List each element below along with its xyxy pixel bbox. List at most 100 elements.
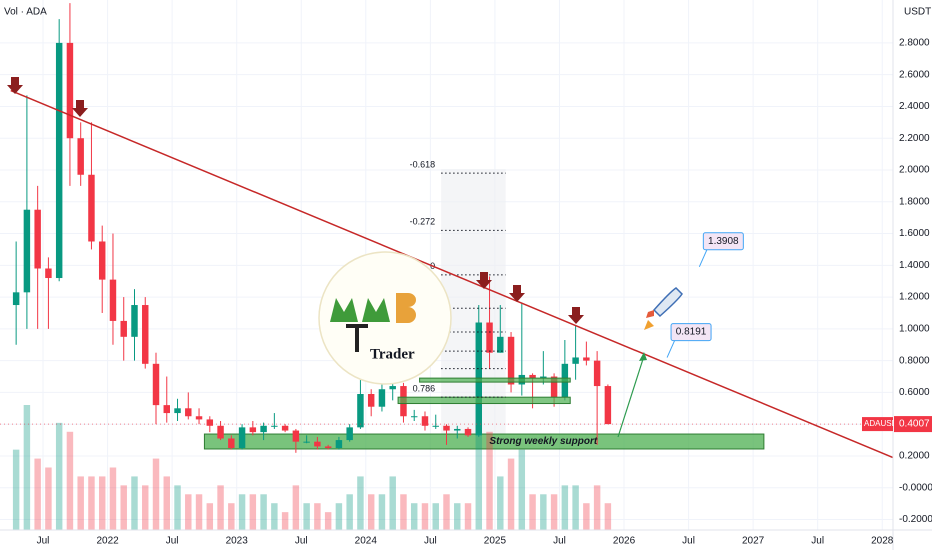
x-tick-label: 2028 bbox=[871, 536, 894, 547]
volume-bar bbox=[593, 485, 601, 530]
candle-body bbox=[120, 320, 127, 337]
volume-bar bbox=[55, 422, 63, 530]
symbol-tag bbox=[862, 417, 893, 432]
volume-bar bbox=[109, 467, 117, 530]
candle-body bbox=[303, 441, 310, 443]
volume-legend: Vol · ADA bbox=[4, 7, 47, 18]
down-marker bbox=[509, 285, 525, 302]
volume-bar bbox=[475, 422, 483, 530]
overlays: Trader bbox=[7, 77, 683, 438]
candle-body bbox=[185, 408, 192, 417]
candle-body bbox=[206, 419, 214, 426]
candle-body bbox=[228, 438, 235, 449]
arrow bbox=[617, 355, 645, 438]
volume-bar bbox=[604, 503, 612, 530]
candle-body bbox=[195, 416, 203, 420]
price-label: 0.4007 bbox=[899, 419, 930, 430]
volume-bar bbox=[389, 476, 396, 530]
volume-bar bbox=[120, 485, 127, 530]
target-box bbox=[702, 232, 744, 251]
y-tick-label: 1.6000 bbox=[899, 228, 930, 239]
logo-mark bbox=[396, 293, 416, 323]
y-tick-label: -0.0000 bbox=[899, 482, 932, 493]
candle-body bbox=[357, 394, 364, 428]
candle-body bbox=[77, 138, 84, 175]
candle-body bbox=[604, 386, 612, 425]
candle-body bbox=[324, 446, 332, 449]
support-zone bbox=[203, 433, 765, 450]
y-tick-label: 1.4000 bbox=[899, 260, 930, 271]
candle-body bbox=[464, 428, 472, 436]
volume-bar bbox=[529, 494, 536, 530]
volume-bar bbox=[12, 449, 20, 530]
zone bbox=[397, 396, 571, 405]
candle-body bbox=[593, 360, 601, 387]
volume-bar bbox=[486, 431, 493, 530]
symbol-label: ADAUSDT bbox=[864, 419, 902, 428]
x-tick-label: 2024 bbox=[355, 536, 378, 547]
candle-body bbox=[23, 209, 31, 293]
candle-body bbox=[389, 386, 396, 390]
y-tick-label: 0.6000 bbox=[899, 387, 930, 398]
volume-bar bbox=[507, 458, 515, 530]
candle-body bbox=[497, 336, 504, 353]
candle-body bbox=[421, 416, 429, 426]
volume-bar bbox=[303, 503, 310, 530]
volume-bar bbox=[464, 503, 472, 530]
candle-body bbox=[98, 241, 106, 280]
y-tick-label: 0.2000 bbox=[899, 451, 930, 462]
trendline bbox=[10, 89, 893, 459]
volume-bar bbox=[131, 476, 138, 530]
candle-body bbox=[432, 425, 439, 427]
candle-body bbox=[238, 427, 246, 449]
volume-bar bbox=[561, 485, 569, 530]
logo-text: Trader bbox=[370, 346, 415, 362]
candle-body bbox=[410, 416, 418, 418]
volume-bar bbox=[443, 494, 450, 530]
y-tick-label: 1.8000 bbox=[899, 196, 930, 207]
candle-body bbox=[281, 425, 289, 431]
candle-body bbox=[174, 408, 181, 414]
candle-body bbox=[572, 357, 579, 364]
y-tick-label: -0.2000 bbox=[899, 514, 932, 525]
candle-body bbox=[55, 42, 63, 279]
y-tick-label: 2.6000 bbox=[899, 69, 930, 80]
candle-body bbox=[260, 425, 267, 433]
candle-body bbox=[271, 425, 278, 427]
volume-bar bbox=[152, 458, 160, 530]
rocket-flame bbox=[644, 320, 654, 330]
volume-bar bbox=[77, 476, 84, 530]
candle-body bbox=[142, 305, 149, 364]
markers bbox=[7, 77, 584, 324]
down-marker bbox=[476, 272, 492, 289]
volume-bar bbox=[142, 485, 149, 530]
y-tick-label: 2.4000 bbox=[899, 101, 930, 112]
candle-body bbox=[292, 430, 300, 442]
volume-bar bbox=[572, 485, 579, 530]
x-tick-label: Jul bbox=[811, 536, 824, 547]
target-box bbox=[670, 323, 712, 342]
candle-body bbox=[217, 425, 224, 439]
logo-mark bbox=[346, 324, 368, 352]
candle-body bbox=[314, 441, 321, 447]
y-tick-label: 0.8000 bbox=[899, 355, 930, 366]
candle-body bbox=[335, 440, 343, 449]
rocket-fin bbox=[646, 310, 654, 318]
candle-body bbox=[540, 376, 547, 379]
y-tick-label: 1.2000 bbox=[899, 292, 930, 303]
candle-body bbox=[131, 305, 138, 337]
down-marker bbox=[7, 77, 23, 94]
logo-mark bbox=[330, 298, 358, 322]
candle-body bbox=[378, 389, 386, 407]
volume-bar bbox=[400, 494, 407, 530]
y-tick-label: 2.2000 bbox=[899, 133, 930, 144]
price-tag bbox=[894, 416, 932, 433]
volume-bar bbox=[421, 503, 429, 530]
zone bbox=[419, 377, 571, 383]
candle-body bbox=[550, 376, 558, 398]
volume-bar bbox=[324, 512, 332, 530]
volume-bar bbox=[292, 485, 300, 530]
volume-bar bbox=[238, 494, 246, 530]
target-pointer bbox=[698, 248, 708, 267]
